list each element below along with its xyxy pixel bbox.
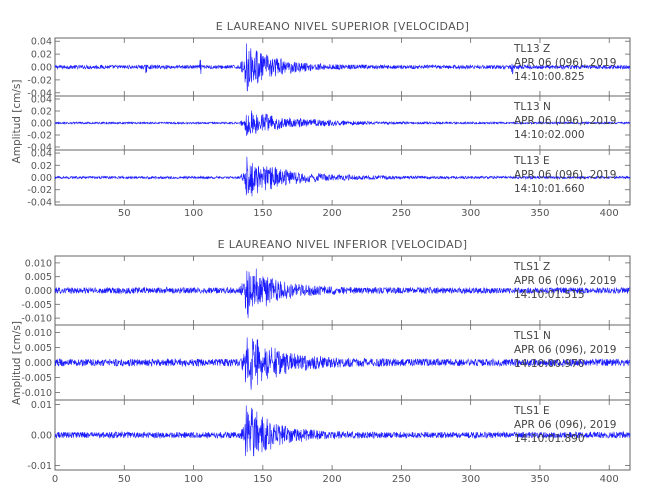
y-tick-label: -0.02: [27, 185, 52, 196]
x-tick-label: 350: [530, 208, 549, 219]
y-tick-label: 0.005: [25, 343, 52, 354]
trace-station-component: TL13 E: [513, 155, 550, 167]
trace-station-component: TLS1 Z: [513, 261, 550, 273]
waveform-trace: [54, 337, 631, 390]
y-tick-label: 0.04: [31, 95, 52, 106]
y-tick-label: 0.010: [25, 258, 52, 269]
x-tick-label: 200: [323, 474, 342, 485]
x-tick-label: 50: [118, 474, 131, 485]
x-tick-label: 300: [461, 208, 480, 219]
trace-time: 14:10:01.515: [514, 289, 585, 301]
trace-panel-tls1-n: 0.010 0.005 0.000 -0.005 -0.010 TLS1 N APR 06 …: [21, 324, 631, 401]
trace-date: APR 06 (096), 2019: [514, 275, 616, 287]
x-tick-label: 300: [461, 474, 480, 485]
y-tick-label: -0.04: [27, 197, 52, 208]
x-tick-label: 200: [323, 208, 342, 219]
waveform-trace: [54, 110, 631, 136]
trace-station-component: TL13 N: [513, 101, 551, 113]
y-tick-label: 0.00: [31, 431, 52, 442]
trace-date: APR 06 (096), 2019: [514, 344, 616, 356]
trace-time: 14:10:01.660: [514, 183, 585, 195]
x-tick-label: 250: [392, 208, 411, 219]
trace-panel-tls1-e: 0.01 0.00 -0.01 TLS1 E APR 06 (096), 2019 14:…: [27, 399, 631, 472]
y-tick-label: 0.000: [25, 358, 52, 369]
trace-time: 14:10:00.825: [514, 71, 585, 83]
x-tick-label: 400: [600, 208, 619, 219]
trace-date: APR 06 (096), 2019: [514, 57, 616, 69]
x-tick-label: 150: [253, 474, 272, 485]
trace-panel-tl13-z: 0.04 0.02 0.00-0.02 -0.04 TL13 Z APR 06 (096)…: [27, 37, 631, 99]
y-tick-label: 0.000: [25, 286, 52, 297]
y-tick-label: -0.04: [27, 143, 52, 154]
y-tick-label: 0.01: [31, 400, 52, 411]
y-tick-label: 0.04: [31, 37, 52, 48]
y-tick-label: -0.005: [21, 373, 52, 384]
y-tick-label: -0.010: [21, 314, 52, 325]
waveform-trace: [54, 405, 631, 457]
x-tick-label: 400: [600, 474, 619, 485]
x-tick-label: 350: [530, 474, 549, 485]
y-tick-label: -0.010: [21, 388, 52, 399]
x-tick-label: 150: [253, 208, 272, 219]
trace-date: APR 06 (096), 2019: [514, 419, 616, 431]
y-tick-label: 0.02: [31, 161, 52, 172]
x-tick-label: 100: [184, 208, 203, 219]
y-tick-label: -0.02: [27, 131, 52, 142]
y-tick-label: 0.02: [31, 107, 52, 118]
y-tick-label: -0.02: [27, 75, 52, 86]
x-tick-label: 0: [52, 474, 58, 485]
y-tick-label: -0.04: [27, 88, 52, 99]
trace-station-component: TLS1 N: [513, 330, 551, 342]
trace-time: 14:10:02.000: [514, 129, 585, 141]
waveform-trace: [54, 156, 631, 197]
chart-title: E LAUREANO NIVEL INFERIOR [VELOCIDAD]: [218, 238, 468, 251]
trace-station-component: TLS1 E: [513, 405, 550, 417]
y-tick-label: -0.01: [27, 461, 52, 472]
x-tick-label: 100: [184, 474, 203, 485]
trace-panel-tl13-e: 0.040.020.00-0.02-0.04 TL13 E APR 06 (096)…: [27, 149, 631, 208]
y-axis-label: Amplitud [cm/s]: [11, 80, 23, 164]
y-tick-label: 0.00: [31, 63, 52, 74]
y-tick-label: 0.010: [25, 328, 52, 339]
trace-date: APR 06 (096), 2019: [514, 169, 616, 181]
waveform-trace: [54, 268, 631, 319]
y-tick-label: 0.04: [31, 149, 52, 160]
trace-date: APR 06 (096), 2019: [514, 115, 616, 127]
y-tick-label: 0.00: [31, 119, 52, 130]
waveform-trace: [54, 43, 631, 92]
chart-title: E LAUREANO NIVEL SUPERIOR [VELOCIDAD]: [216, 20, 470, 33]
y-tick-label: 0.005: [25, 272, 52, 283]
trace-time: 14:10:01.890: [514, 433, 585, 445]
x-tick-label: 250: [392, 474, 411, 485]
y-tick-label: -0.005: [21, 300, 52, 311]
y-axis-label: Amplitud [cm/s]: [11, 321, 23, 405]
trace-panel-tl13-n: 0.040.020.00-0.02-0.04 TL13 N APR 06 (096)…: [27, 95, 631, 154]
y-tick-label: 0.00: [31, 173, 52, 184]
trace-panel-tls1-z: 0.010 0.005 0.000 -0.005 -0.010 TLS1 Z APR 06 …: [21, 255, 631, 326]
trace-time: 14:10:00.970: [514, 358, 585, 370]
trace-station-component: TL13 Z: [513, 43, 550, 55]
x-tick-label: 50: [118, 208, 131, 219]
y-tick-label: 0.02: [31, 50, 52, 61]
